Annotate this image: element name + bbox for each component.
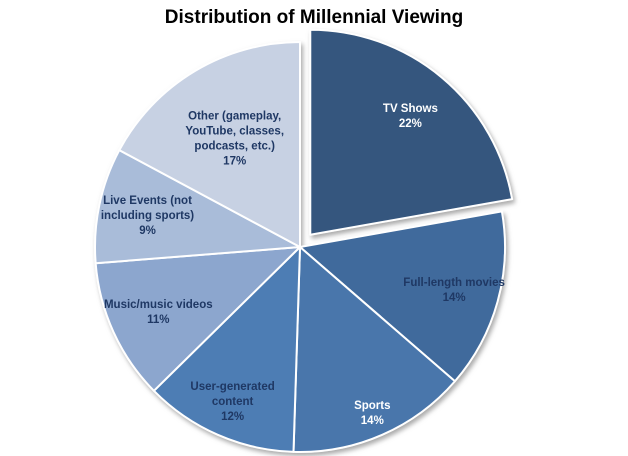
pie-slice-0 [309, 28, 514, 236]
chart-title: Distribution of Millennial Viewing [164, 7, 464, 28]
slice-label-3: User-generated content 12% [190, 381, 274, 423]
pie-slices-group [94, 28, 514, 453]
slice-label-2: Sports 14% [354, 400, 390, 427]
slice-label-0: TV Shows 22% [383, 103, 438, 130]
slice-label-6: Other (gameplay, YouTube, classes, podcast… [185, 111, 284, 168]
pie-slice-3 [152, 246, 301, 453]
slice-label-4: Music/music videos 11% [104, 299, 213, 326]
pie-slice-6 [118, 41, 301, 248]
pie-slice-4 [94, 246, 301, 392]
slice-label-5: Live Events (not including sports) 9% [101, 195, 194, 237]
pie-slice-1 [299, 210, 506, 383]
slice-label-1: Full-length movies 14% [403, 277, 505, 304]
pie-slice-2 [292, 246, 456, 453]
pie-slice-5 [94, 149, 301, 265]
